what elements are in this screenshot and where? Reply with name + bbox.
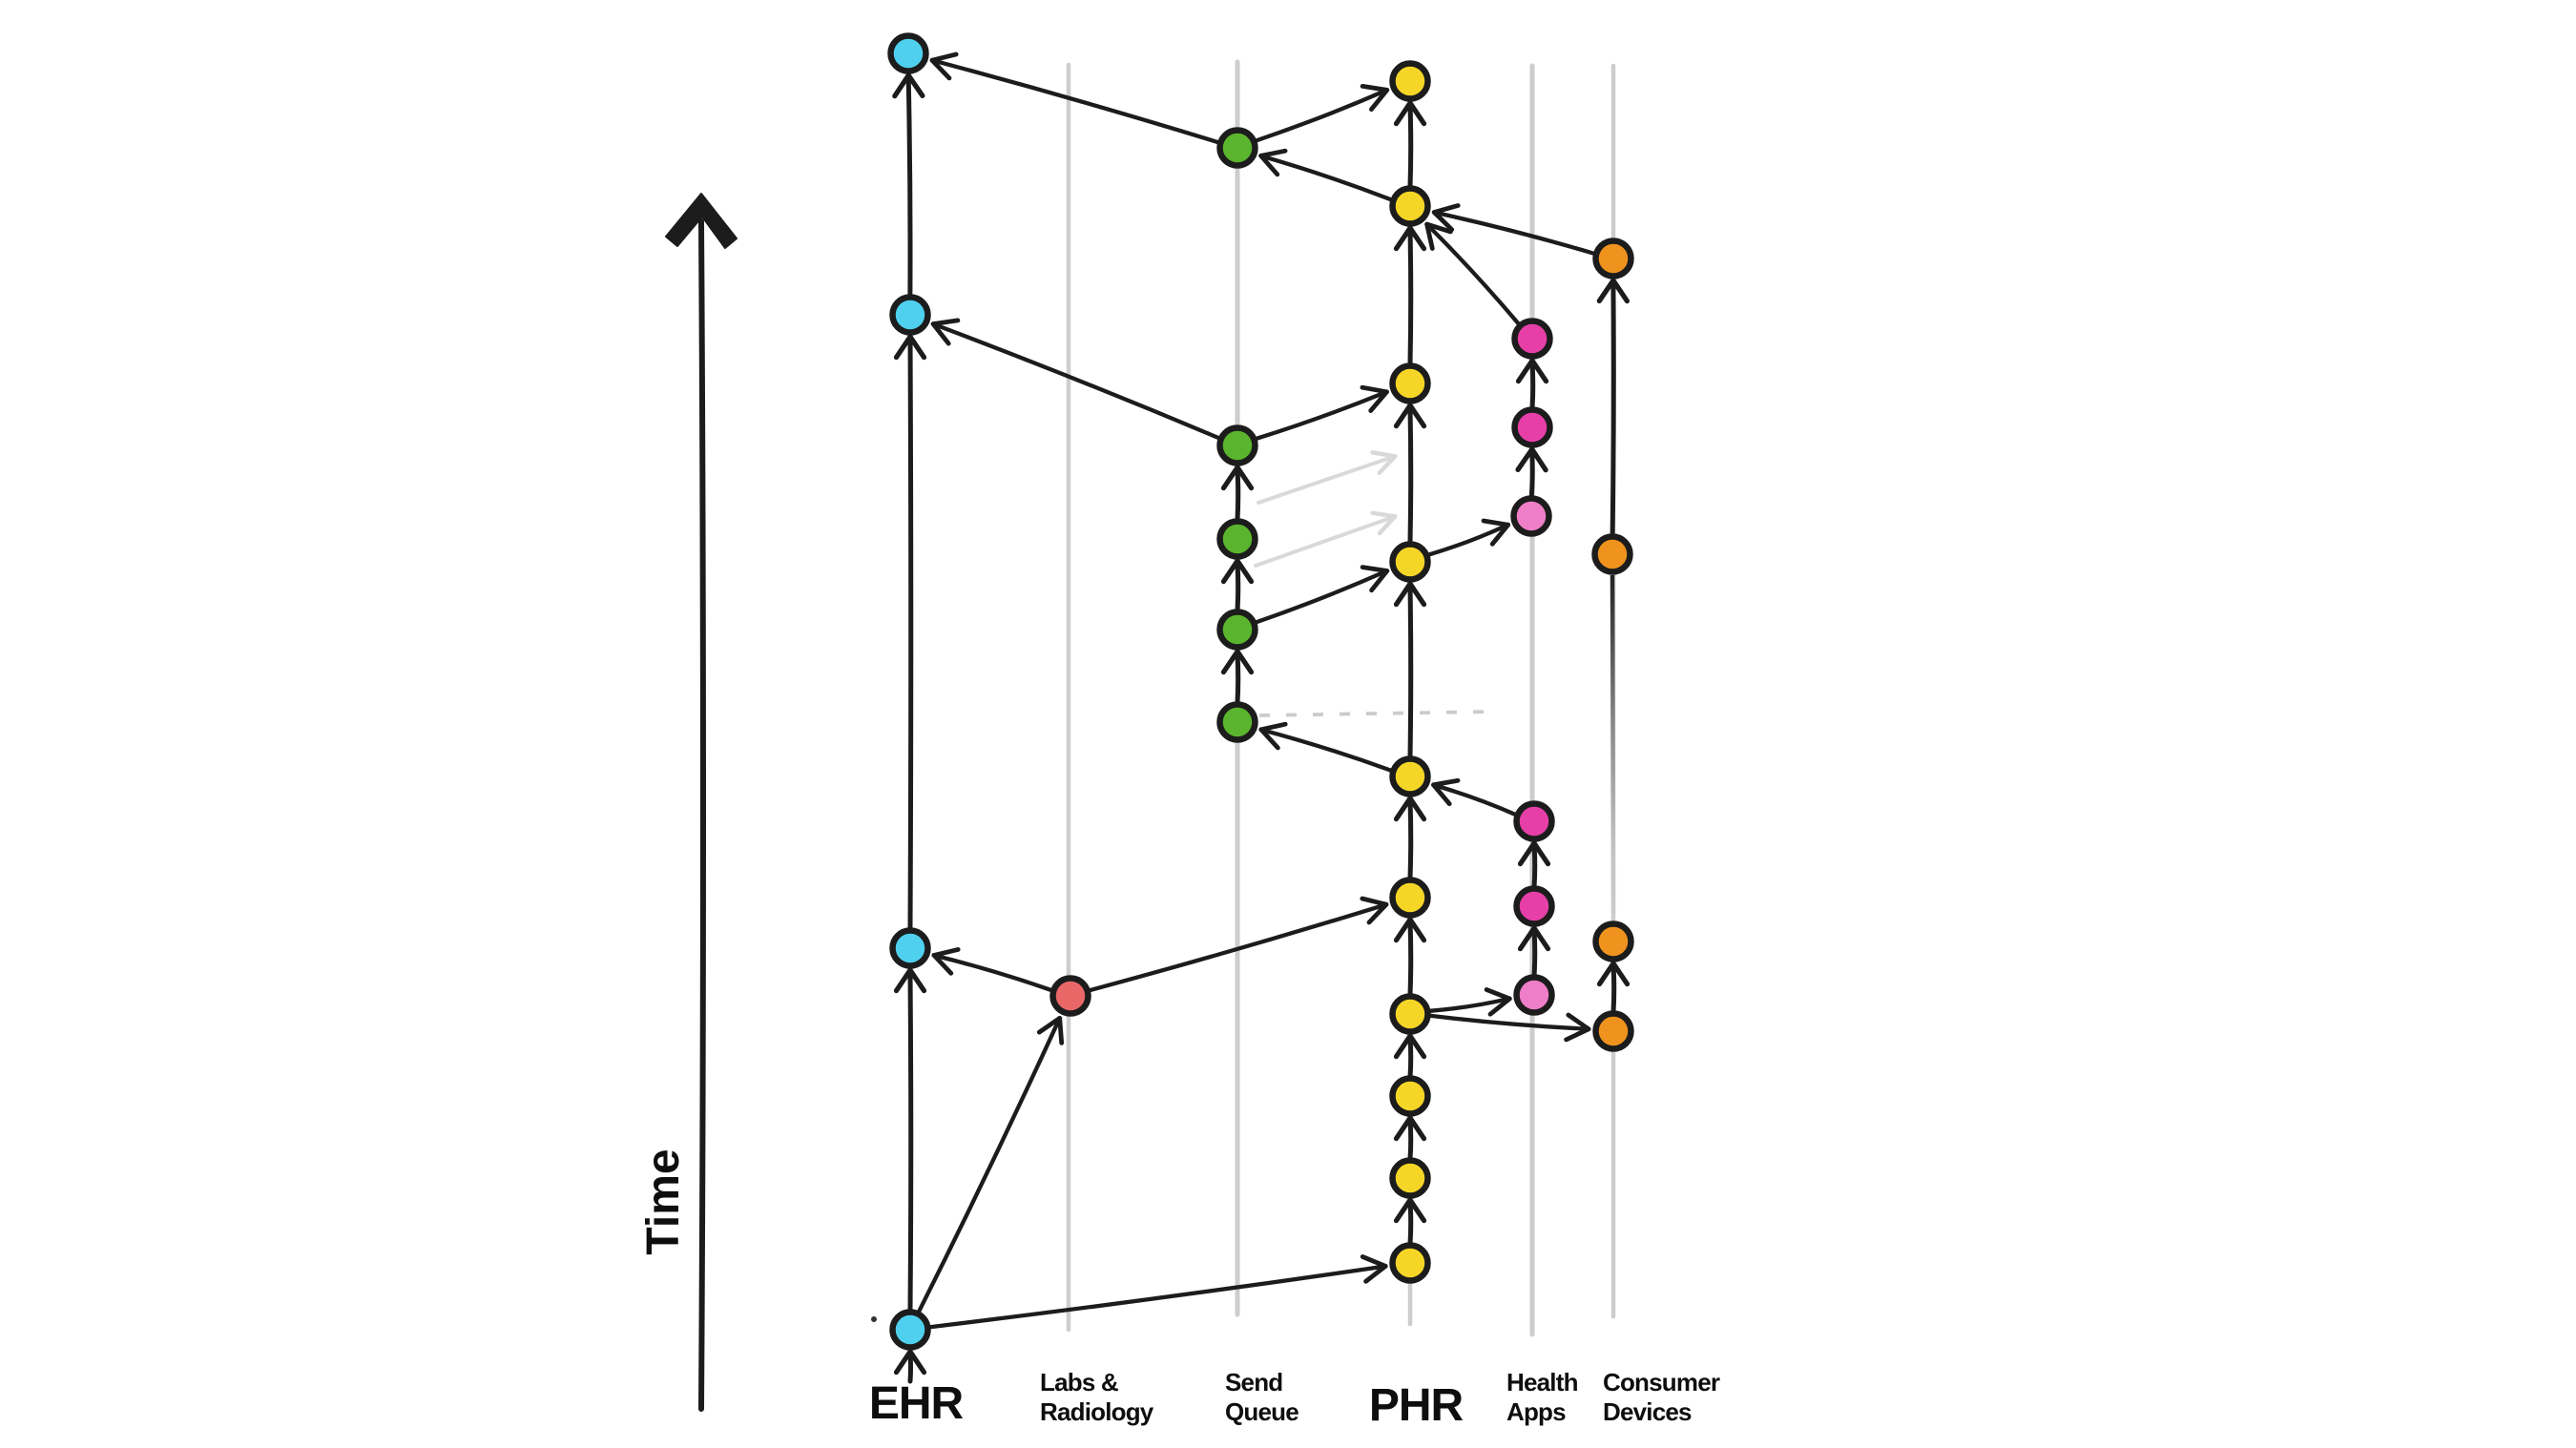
svg-text:Time: Time [638,1148,689,1254]
svg-text:Devices: Devices [1603,1397,1692,1426]
svg-text:PHR: PHR [1369,1380,1464,1431]
svg-text:Labs &: Labs & [1040,1368,1118,1396]
svg-text:Queue: Queue [1225,1397,1298,1426]
svg-text:EHR: EHR [869,1378,964,1429]
svg-text:Apps: Apps [1506,1397,1566,1426]
svg-text:Health: Health [1506,1368,1578,1396]
svg-text:Send: Send [1225,1368,1282,1396]
svg-text:Radiology: Radiology [1040,1397,1154,1426]
svg-text:Consumer: Consumer [1603,1368,1720,1396]
